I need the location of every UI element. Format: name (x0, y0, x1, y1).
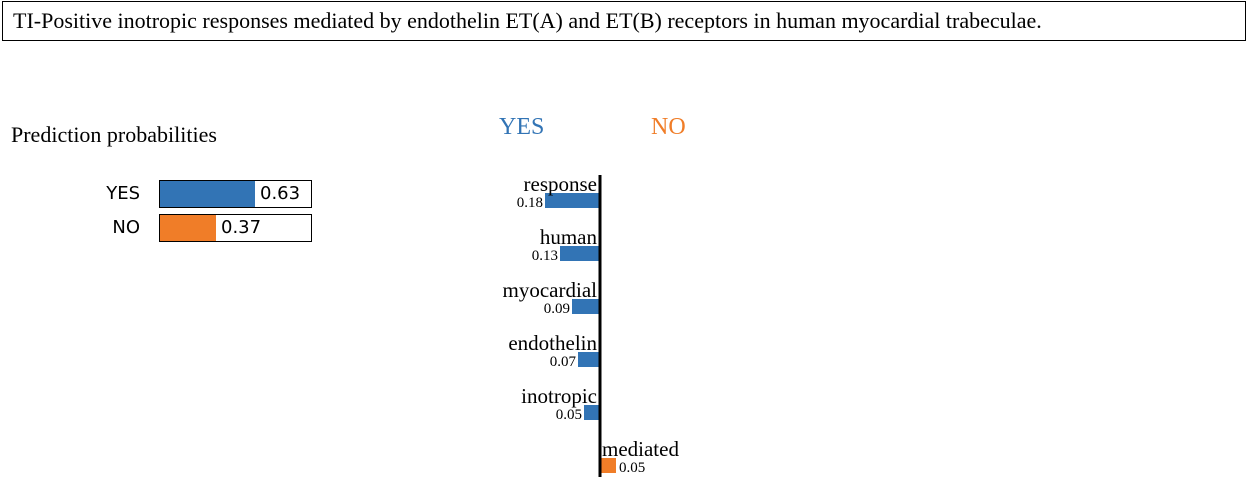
feature-value-endothelin: 0.07 (550, 354, 577, 370)
feature-label-endothelin: endothelin (508, 331, 597, 355)
feature-value-response: 0.18 (517, 195, 543, 211)
feature-value-human: 0.13 (532, 248, 558, 264)
class-header-yes: YES (499, 114, 545, 140)
probability-bar-frame-yes: 0.63 (159, 180, 312, 208)
feature-value-mediated: 0.05 (619, 460, 645, 476)
feature-label-myocardial: myocardial (503, 278, 598, 302)
feature-bar-response (545, 193, 599, 208)
probability-bar-no (160, 215, 216, 241)
feature-label-response: response (524, 172, 597, 196)
feature-bar-mediated (601, 458, 616, 473)
probability-bar-yes (160, 181, 255, 207)
feature-label-inotropic: inotropic (521, 384, 597, 408)
explained-text: TI-Positive inotropic responses mediated… (2, 1, 1246, 41)
probability-value-no: 0.37 (221, 217, 262, 238)
feature-bar-human (560, 246, 599, 261)
probability-row-no: NO 0.37 (0, 214, 320, 242)
feature-label-human: human (540, 225, 598, 249)
class-header-no: NO (651, 114, 686, 140)
probability-label-yes: YES (106, 183, 140, 204)
probability-bar-frame-no: 0.37 (159, 214, 312, 242)
probability-label-no: NO (112, 217, 140, 238)
feature-bar-myocardial (572, 299, 599, 314)
probability-value-yes: 0.63 (260, 183, 301, 204)
probability-row-yes: YES 0.63 (0, 180, 320, 208)
feature-value-myocardial: 0.09 (544, 301, 570, 317)
feature-bar-inotropic (584, 405, 599, 420)
feature-bar-endothelin (578, 352, 599, 367)
prediction-probabilities-title: Prediction probabilities (11, 122, 217, 147)
feature-value-inotropic: 0.05 (556, 407, 582, 423)
feature-label-mediated: mediated (602, 437, 679, 461)
